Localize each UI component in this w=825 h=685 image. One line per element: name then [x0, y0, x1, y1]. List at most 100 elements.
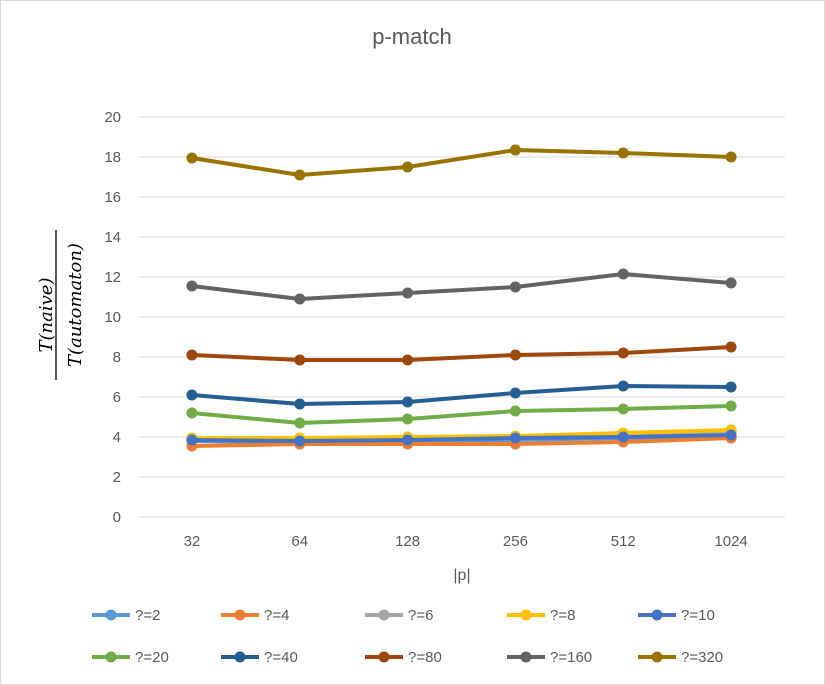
- y-axis-label: T(naive) T(automaton): [36, 230, 86, 380]
- series-line: [189, 404, 734, 425]
- data-point: [402, 287, 414, 299]
- legend-label: ?=2: [135, 607, 160, 624]
- data-point: [402, 354, 414, 366]
- legend-label: ?=40: [264, 649, 298, 666]
- legend-label: ?=8: [550, 607, 575, 624]
- legend-marker: [105, 609, 117, 621]
- x-tick-label: 64: [291, 533, 308, 550]
- series-line: [189, 428, 734, 440]
- data-point: [294, 169, 306, 181]
- series-?=40: [186, 380, 737, 410]
- data-point: [294, 293, 306, 305]
- series-line: [189, 436, 734, 448]
- x-axis-label: |p|: [453, 567, 470, 584]
- legend-label: ?=20: [135, 649, 169, 666]
- legend-label: ?=4: [264, 607, 289, 624]
- series-line: [189, 148, 734, 177]
- data-point: [509, 405, 521, 417]
- data-point: [617, 403, 629, 415]
- series-?=10: [186, 429, 737, 447]
- legend-item[interactable]: ?=6: [365, 607, 433, 624]
- legend-item[interactable]: ?=160: [507, 649, 592, 666]
- legend-item[interactable]: ?=320: [638, 649, 723, 666]
- gridlines: [138, 116, 785, 518]
- x-tick-label: 256: [503, 533, 528, 550]
- legend-marker: [378, 609, 390, 621]
- data-point: [294, 398, 306, 410]
- legend-item[interactable]: ?=10: [638, 607, 715, 624]
- series-line: [189, 433, 734, 443]
- series-?=20: [186, 400, 737, 429]
- data-point: [509, 387, 521, 399]
- data-point: [725, 400, 737, 412]
- data-point: [725, 277, 737, 289]
- y-label-numerator: T(naive): [36, 278, 57, 353]
- legend-item[interactable]: ?=20: [92, 649, 169, 666]
- legend[interactable]: ?=2 ?=4 ?=6 ?=8 ?=10 ?=20 ?=40 ?=80 ?=160 ?=320: [92, 607, 723, 666]
- data-point: [509, 349, 521, 361]
- legend-marker: [105, 651, 117, 663]
- data-point: [402, 161, 414, 173]
- data-point: [186, 280, 198, 292]
- legend-item[interactable]: ?=2: [92, 607, 160, 624]
- y-tick-label: 18: [104, 149, 121, 166]
- legend-marker: [234, 651, 246, 663]
- series-?=320: [186, 144, 737, 181]
- data-point: [509, 281, 521, 293]
- data-point: [402, 434, 414, 446]
- data-point: [725, 381, 737, 393]
- legend-item[interactable]: ?=4: [221, 607, 289, 624]
- y-tick-label: 6: [113, 389, 121, 406]
- series-?=160: [186, 268, 737, 305]
- x-axis-ticks: 32 64 128 256 512 1024: [184, 533, 748, 550]
- legend-label: ?=320: [681, 649, 723, 666]
- x-tick-label: 32: [184, 533, 201, 550]
- y-tick-label: 8: [113, 349, 121, 366]
- chart-title: p-match: [372, 24, 451, 49]
- data-point: [617, 347, 629, 359]
- y-tick-label: 4: [113, 429, 121, 446]
- y-tick-label: 2: [113, 469, 121, 486]
- data-point: [294, 417, 306, 429]
- y-axis-ticks: 0 2 4 6 8 10 12 14 16 18 20: [104, 109, 121, 526]
- legend-item[interactable]: ?=80: [365, 649, 442, 666]
- legend-marker: [520, 651, 532, 663]
- legend-item[interactable]: ?=40: [221, 649, 298, 666]
- legend-marker: [234, 609, 246, 621]
- y-tick-label: 10: [104, 309, 121, 326]
- data-point: [294, 354, 306, 366]
- y-tick-label: 12: [104, 269, 121, 286]
- series-group: [186, 144, 737, 452]
- legend-marker: [651, 651, 663, 663]
- x-tick-label: 512: [611, 533, 636, 550]
- data-point: [402, 396, 414, 408]
- legend-label: ?=6: [408, 607, 433, 624]
- legend-marker: [520, 609, 532, 621]
- data-point: [725, 341, 737, 353]
- data-point: [186, 349, 198, 361]
- data-point: [617, 431, 629, 443]
- data-point: [725, 429, 737, 441]
- y-tick-label: 16: [104, 189, 121, 206]
- x-tick-label: 128: [395, 533, 420, 550]
- x-tick-label: 1024: [714, 533, 747, 550]
- y-tick-label: 14: [104, 229, 121, 246]
- series-line: [189, 384, 734, 406]
- legend-marker: [651, 609, 663, 621]
- series-line: [189, 345, 734, 362]
- data-point: [186, 152, 198, 164]
- legend-label: ?=10: [681, 607, 715, 624]
- data-point: [617, 147, 629, 159]
- legend-label: ?=80: [408, 649, 442, 666]
- data-point: [617, 268, 629, 280]
- data-point: [186, 407, 198, 419]
- data-point: [509, 432, 521, 444]
- data-point: [509, 144, 521, 156]
- data-point: [294, 435, 306, 447]
- legend-item[interactable]: ?=8: [507, 607, 575, 624]
- series-?=80: [186, 341, 737, 366]
- legend-marker: [378, 651, 390, 663]
- legend-label: ?=160: [550, 649, 592, 666]
